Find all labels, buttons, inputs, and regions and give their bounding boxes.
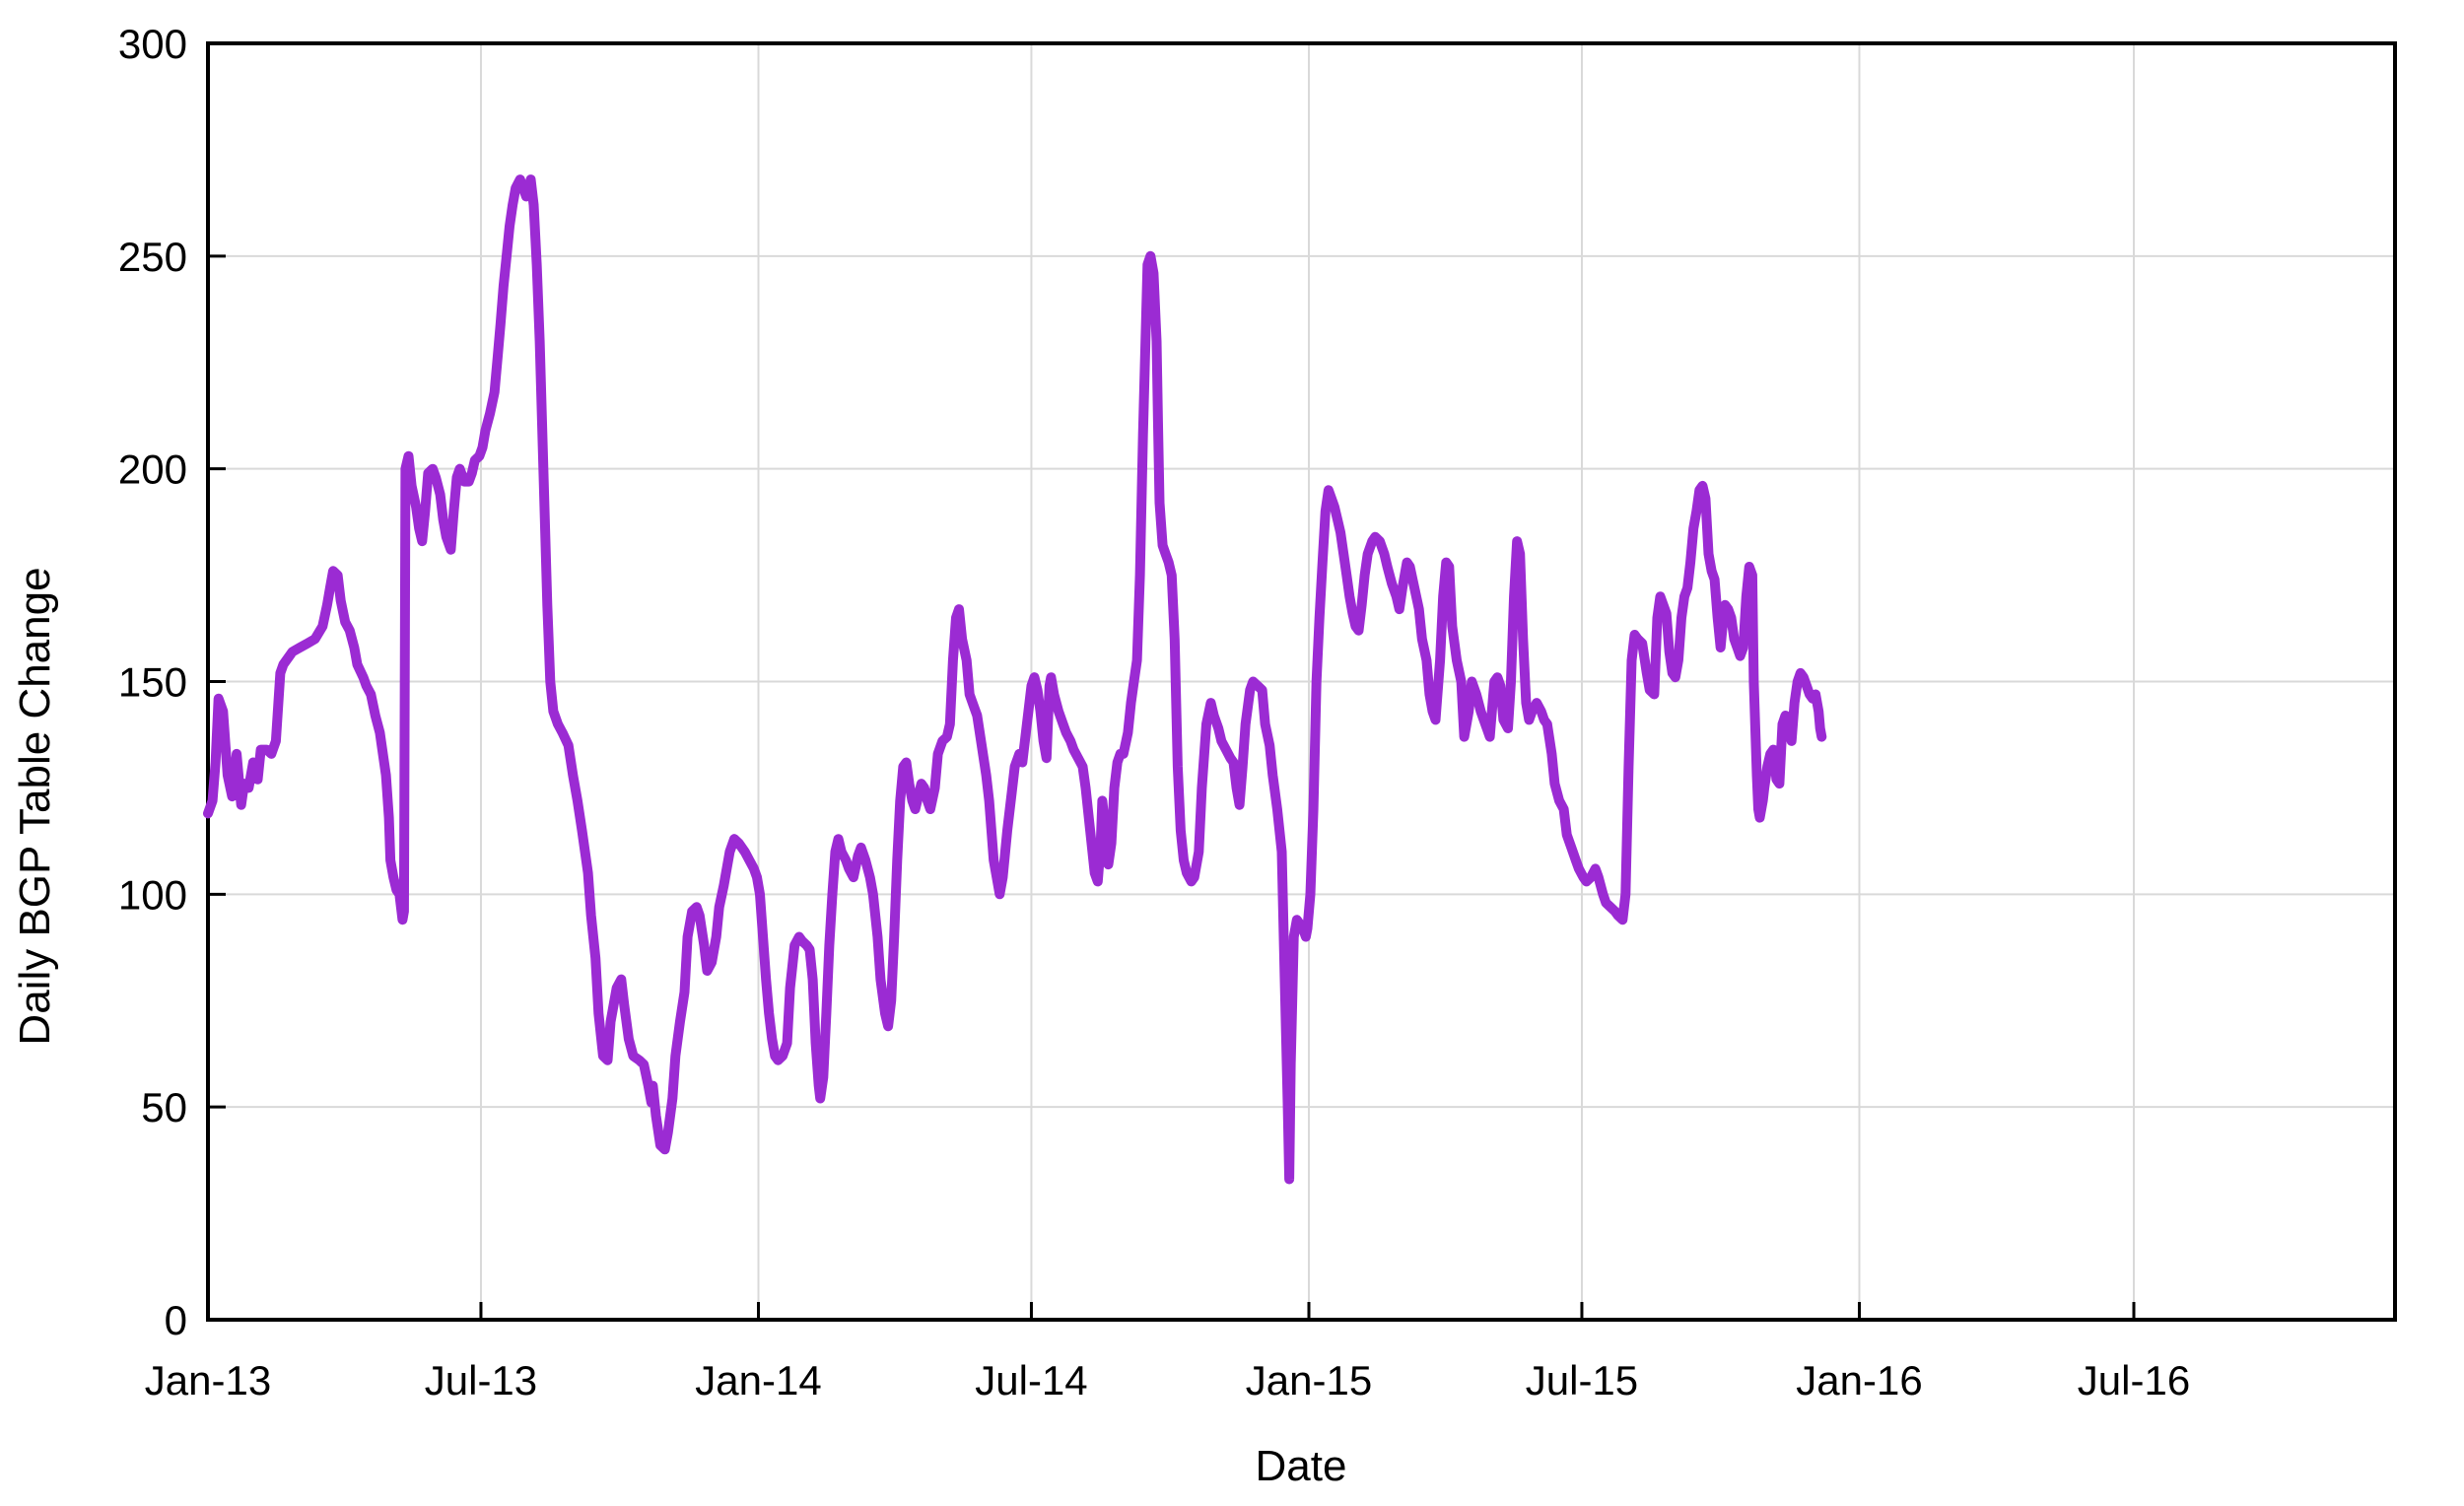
y-tick-label: 0: [165, 1297, 187, 1343]
axis-layer: [206, 41, 2397, 1322]
x-tick-label: Jan-15: [1246, 1357, 1372, 1403]
x-tick-label: Jul-13: [425, 1357, 537, 1403]
x-tick-label: Jan-14: [695, 1357, 821, 1403]
x-tick-label: Jan-13: [145, 1357, 271, 1403]
bgp-change-line: [203, 174, 1827, 1185]
series-layer: [203, 174, 1827, 1185]
grid-layer: [208, 43, 2395, 1320]
y-tick-label: 50: [141, 1084, 187, 1130]
y-axis-title: Daily BGP Table Change: [11, 567, 59, 1045]
x-axis-title: Date: [1256, 1442, 1347, 1490]
y-tick-label: 150: [118, 659, 187, 706]
tick-label-layer: 0 50 100 150 200 250 300 Jan-13 Jul-13 Jan-14 Jul-…: [118, 21, 2190, 1403]
x-tick-label: Jul-15: [1526, 1357, 1638, 1403]
x-tick-label: Jul-16: [2078, 1357, 2190, 1403]
x-tick-label: Jan-16: [1796, 1357, 1922, 1403]
y-tick-label: 100: [118, 871, 187, 918]
y-tick-label: 200: [118, 446, 187, 493]
y-tick-label: 300: [118, 21, 187, 67]
y-tick-label: 250: [118, 234, 187, 280]
x-tick-label: Jul-14: [975, 1357, 1087, 1403]
